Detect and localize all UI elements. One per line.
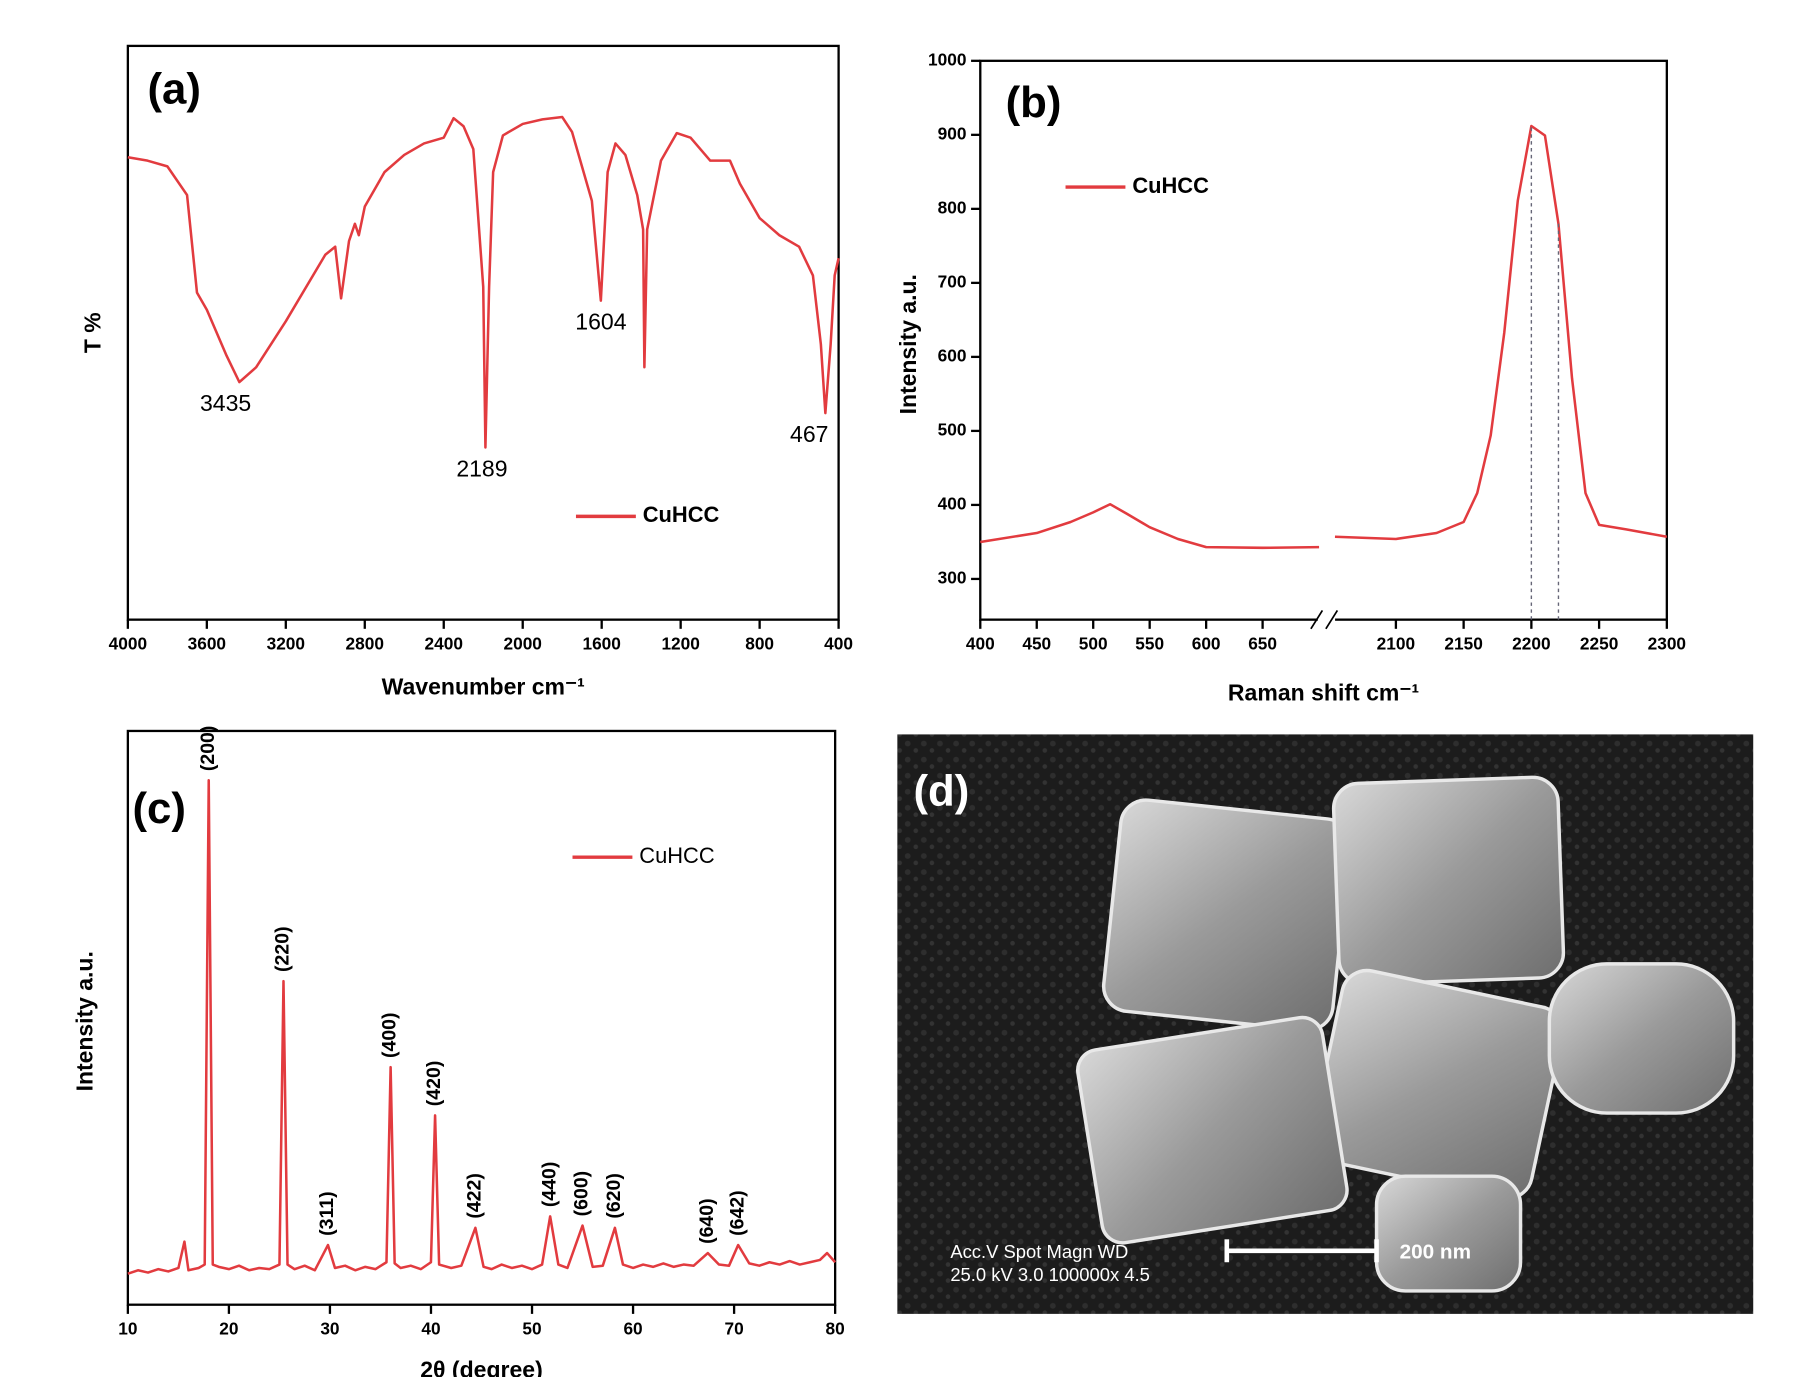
sem-panel: (d) Acc.V Spot Magn WD 25.0 kV 3.0 10000… <box>897 734 1754 1314</box>
x-tick-label: 400 <box>824 633 853 653</box>
peak-label: (640) <box>696 1198 718 1244</box>
plot-frame <box>126 729 837 1306</box>
peak-label: (600) <box>571 1171 593 1217</box>
peak-annotation: 2189 <box>456 456 507 482</box>
x-tick-label: 550 <box>1135 633 1164 653</box>
x-tick-label: 50 <box>522 1319 541 1339</box>
x-tick-label: 60 <box>623 1319 642 1339</box>
peak-label: (400) <box>379 1012 401 1058</box>
legend-label: CuHCC <box>639 843 714 868</box>
x-tick-label: 2150 <box>1444 633 1482 653</box>
x-tick-label: 2250 <box>1580 633 1618 653</box>
plot-frame <box>979 59 1668 621</box>
x-tick-label: 20 <box>219 1319 238 1339</box>
x-tick-label: 3200 <box>267 633 305 653</box>
legend-label: CuHCC <box>643 502 720 527</box>
x-tick-label: 80 <box>826 1319 845 1339</box>
panel-label: (c) <box>132 784 185 833</box>
y-tick-label: 300 <box>938 568 967 588</box>
peak-label: (422) <box>464 1173 486 1219</box>
sem-info: Acc.V Spot Magn WD <box>950 1241 1128 1262</box>
y-axis-title: Intensity a.u. <box>895 274 921 414</box>
x-tick-label: 1200 <box>661 633 699 653</box>
x-tick-label: 30 <box>320 1319 339 1339</box>
panel-label: (a) <box>147 64 200 113</box>
peak-label: (220) <box>272 926 294 972</box>
y-tick-label: 900 <box>938 123 967 143</box>
y-tick-label: 500 <box>938 419 967 439</box>
x-axis-title: Raman shift cm⁻¹ <box>1228 679 1419 705</box>
y-axis-title: Intensity a.u. <box>71 951 97 1091</box>
x-tick-label: 600 <box>1192 633 1221 653</box>
scale-bar-label: 200 nm <box>1400 1241 1471 1264</box>
peak-annotation: 467 <box>790 421 828 447</box>
y-tick-label: 700 <box>938 271 967 291</box>
crystal <box>1076 1015 1349 1245</box>
y-tick-label: 1000 <box>928 49 966 69</box>
x-tick-label: 2400 <box>425 633 463 653</box>
y-tick-label: 800 <box>938 197 967 217</box>
peak-label: (620) <box>603 1173 625 1219</box>
x-tick-label: 10 <box>118 1319 137 1339</box>
x-tick-label: 1600 <box>582 633 620 653</box>
x-tick-label: 2800 <box>346 633 384 653</box>
panel-label: (b) <box>1006 78 1062 127</box>
sem-info: 25.0 kV 3.0 100000x 4.5 <box>950 1264 1150 1285</box>
x-tick-label: 40 <box>421 1319 440 1339</box>
peak-label: (440) <box>538 1162 560 1208</box>
x-tick-label: 500 <box>1079 633 1108 653</box>
x-tick-label: 2300 <box>1648 633 1686 653</box>
y-tick-label: 400 <box>938 493 967 513</box>
x-tick-label: 2100 <box>1377 633 1415 653</box>
x-tick-label: 450 <box>1022 633 1051 653</box>
legend-label: CuHCC <box>1132 173 1209 198</box>
peak-annotation: 1604 <box>575 309 626 335</box>
crystal <box>1374 1174 1523 1293</box>
panel-label: (d) <box>913 767 969 816</box>
y-axis-title: T % <box>80 312 106 353</box>
x-tick-label: 650 <box>1248 633 1277 653</box>
peak-label: (642) <box>726 1190 748 1236</box>
series-line <box>980 124 1668 550</box>
crystal <box>1547 962 1736 1115</box>
x-tick-label: 2000 <box>504 633 542 653</box>
x-tick-label: 800 <box>745 633 774 653</box>
crystal <box>1101 798 1352 1032</box>
peak-label: (311) <box>316 1191 338 1235</box>
series-line <box>127 115 840 449</box>
peak-label: (200) <box>197 726 219 772</box>
axis-break-gap <box>1317 616 1336 624</box>
x-tick-label: 2200 <box>1512 633 1550 653</box>
axis-break <box>1310 610 1339 630</box>
crystal <box>1331 775 1566 986</box>
x-tick-label: 70 <box>724 1319 743 1339</box>
x-axis-title: Wavenumber cm⁻¹ <box>382 674 585 700</box>
peak-label: (420) <box>423 1061 445 1107</box>
x-tick-label: 4000 <box>109 633 147 653</box>
series-line <box>127 779 837 1275</box>
plot-frame <box>126 44 840 621</box>
x-axis-title: 2θ (degree) <box>420 1356 543 1377</box>
scale-bar <box>1224 1239 1379 1263</box>
crystals <box>1076 775 1736 1293</box>
peak-annotation: 3435 <box>200 390 251 416</box>
x-tick-label: 3600 <box>188 633 226 653</box>
x-tick-label: 400 <box>966 633 995 653</box>
y-tick-label: 600 <box>938 345 967 365</box>
